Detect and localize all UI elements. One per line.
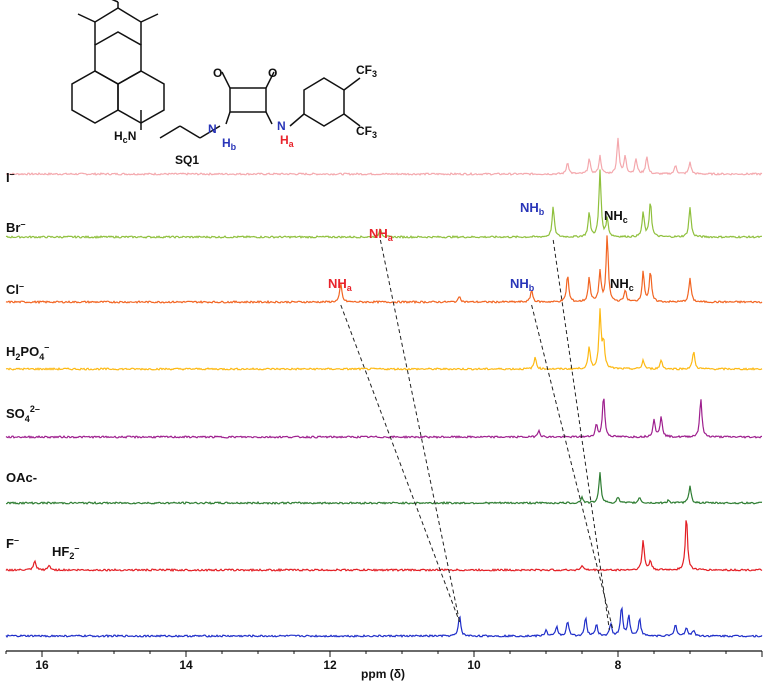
spectrum-line-5: [5, 472, 763, 505]
annot-nhc-chloride: NHc: [610, 276, 634, 293]
sq1-structure: [71, 0, 361, 139]
annot-nhb-chloride: NHb: [510, 276, 535, 293]
cf3-bottom-sub: 3: [372, 130, 377, 140]
annot-hf2: HF2–: [52, 543, 79, 561]
h-letter: H: [114, 129, 123, 143]
correlation-line-3: [531, 304, 614, 631]
annot-nha-bromide: NHa: [369, 226, 394, 243]
peak-annotations: NHa NHb NHc NHa NHb NHc HF2–: [52, 200, 634, 561]
nh-a-letter: N: [277, 119, 286, 133]
x-axis-label: ppm (δ): [361, 667, 405, 681]
x-tick-label: 12: [323, 658, 337, 672]
label-sulfate: SO42–: [6, 404, 40, 424]
compound-label: SQ1: [175, 153, 199, 167]
nh-b-sub: b: [231, 142, 237, 152]
nh-a-sub: a: [289, 139, 295, 149]
label-acetate: OAc-: [6, 470, 37, 485]
label-h2po4: H2PO4–: [6, 342, 49, 362]
x-ticks: 16 14 12 10 8: [5, 651, 763, 672]
nh-a-label: N: [277, 119, 286, 133]
x-axis: 16 14 12 10 8 ppm (δ): [5, 650, 763, 681]
label-iodide: I–: [6, 169, 15, 185]
cf3-top-label: CF3: [356, 63, 377, 79]
label-fluoride: F–: [6, 535, 19, 551]
spectrum-line-2: [5, 235, 763, 305]
nh-c-label: HcN: [114, 129, 136, 145]
nh-c-sub: c: [123, 135, 128, 145]
cf3-top-sub: 3: [372, 69, 377, 79]
x-tick-label: 14: [179, 658, 193, 672]
spectrum-line-3: [5, 308, 763, 371]
nh-c-letter: N: [128, 129, 137, 143]
spectra-group: [5, 137, 763, 639]
annot-nha-chloride: NHa: [328, 276, 353, 293]
nh-a-h: Ha: [280, 133, 295, 149]
oxo-left: O: [213, 66, 222, 80]
correlation-lines: [340, 239, 614, 631]
spectrum-line-1: [5, 169, 762, 240]
label-chloride: Cl–: [6, 281, 24, 297]
series-labels: I– Br– Cl– H2PO4– SO42– OAc- F–: [6, 169, 49, 551]
cf3-bottom-label: CF3: [356, 124, 377, 140]
correlation-line-1: [340, 304, 461, 623]
nh-b-letter: N: [208, 122, 217, 136]
nh-b-label: N: [208, 122, 217, 136]
spectrum-line-4: [5, 398, 763, 439]
nh-b-h: Hb: [222, 136, 237, 152]
cf3-top: CF: [356, 63, 372, 77]
spectrum-line-6: [5, 520, 763, 573]
x-tick-label: 8: [615, 658, 622, 672]
spectrum-line-0: [5, 137, 763, 176]
annot-nhc-bromide: NHc: [604, 208, 628, 225]
structure-text: O O HcN N Hb N Ha CF3 CF3 SQ1: [114, 63, 377, 167]
label-bromide: Br–: [6, 219, 25, 235]
correlation-line-2: [552, 239, 610, 631]
x-tick-label: 10: [467, 658, 481, 672]
correlation-line-0: [379, 239, 461, 623]
spectrum-line-7: [5, 606, 763, 639]
cf3-bottom: CF: [356, 124, 372, 138]
x-tick-label: 16: [35, 658, 49, 672]
oxo-right: O: [268, 66, 277, 80]
annot-nhb-bromide: NHb: [520, 200, 545, 217]
